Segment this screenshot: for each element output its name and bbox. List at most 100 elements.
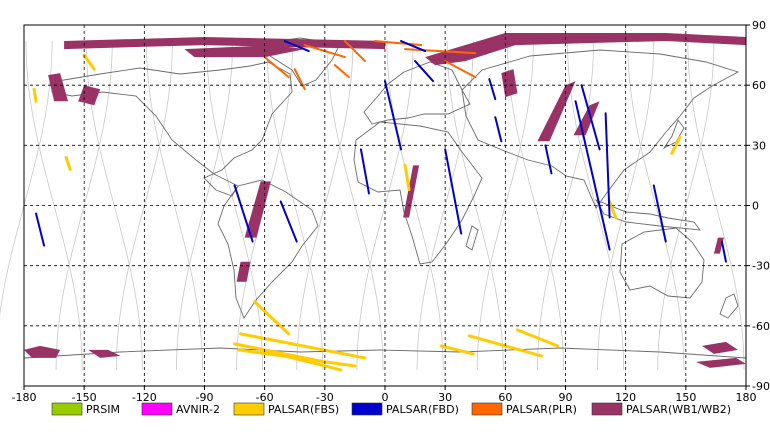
fbs-swath — [515, 328, 559, 348]
x-tick-label: 30 — [438, 391, 452, 404]
legend-label: PALSAR(FBS) — [268, 403, 339, 416]
fbd-swath — [359, 148, 370, 195]
plr-swath — [404, 48, 477, 55]
fbd-swath — [279, 200, 298, 243]
y-tick-label: 90 — [752, 19, 766, 32]
plr-swath — [343, 40, 366, 63]
x-tick-label: -150 — [72, 391, 97, 404]
plr-swath — [293, 68, 306, 91]
x-tick-label: 180 — [736, 391, 757, 404]
x-tick-label: 120 — [615, 391, 636, 404]
coast-south-america — [217, 179, 319, 319]
wb-swath — [236, 261, 251, 282]
y-tick-label: 0 — [752, 200, 759, 213]
legend-label: PALSAR(PLR) — [506, 403, 577, 416]
x-tick-label: -90 — [196, 391, 214, 404]
plr-swath — [333, 64, 350, 79]
fbd-swath — [720, 240, 727, 263]
x-tick-label: -60 — [256, 391, 274, 404]
x-tick-labels: -180 -150 -120 -90 -60 -30 0 30 60 90 120 150 180 — [12, 386, 757, 404]
wb-swath — [244, 181, 271, 238]
coast-antarctica — [23, 347, 747, 359]
fbs-swath — [253, 300, 291, 336]
y-tick-label: 60 — [752, 79, 766, 92]
fbs-swath — [239, 332, 367, 360]
coast-australia — [619, 227, 705, 299]
coast-japan — [662, 119, 685, 150]
plr-swath — [263, 56, 290, 79]
x-tick-label: 150 — [675, 391, 696, 404]
fbs-swath — [670, 135, 682, 155]
fbd-swath — [574, 100, 611, 251]
wb-swath — [695, 357, 746, 368]
y-tick-label: -90 — [752, 380, 770, 393]
fbs-swath — [259, 348, 343, 372]
x-tick-label: -30 — [316, 391, 334, 404]
wb-swath — [403, 165, 420, 218]
fbd-swath — [604, 112, 611, 219]
legend-label: PRSIM — [86, 403, 120, 416]
fbd-swath — [494, 116, 503, 143]
y-tick-label: -60 — [752, 320, 770, 333]
wb-swath — [184, 45, 305, 58]
legend-label: PALSAR(FBD) — [386, 403, 459, 416]
legend-swatch — [591, 402, 623, 416]
x-tick-label: 90 — [559, 391, 573, 404]
legend-swatch — [141, 402, 173, 416]
plr-swath — [373, 40, 423, 47]
coast-north-america — [51, 61, 293, 197]
coast-europe — [363, 61, 471, 125]
fbd-swath — [400, 40, 427, 53]
fbs-swath — [608, 199, 618, 220]
legend-label: PALSAR(WB1/WB2) — [626, 403, 731, 416]
fbd-swath — [233, 184, 254, 243]
fbd-swath — [488, 78, 497, 101]
legend: PRSIM AVNIR-2 PALSAR(FBS) PALSAR(FBD) PALSAR… — [51, 402, 731, 416]
wb-swath — [48, 73, 69, 102]
wb-swath — [537, 81, 576, 142]
fbd-swath — [35, 212, 46, 247]
y-tick-label: -30 — [752, 260, 770, 273]
coast-asia — [461, 49, 740, 209]
fbd-swath — [444, 148, 463, 235]
map-grid — [24, 25, 746, 386]
wb-swath — [24, 345, 61, 358]
coastlines — [23, 37, 747, 359]
x-tick-label: -120 — [132, 391, 157, 404]
y-tick-labels: 90 60 30 0 -30 -60 -90 — [746, 19, 770, 393]
legend-label: AVNIR-2 — [176, 403, 220, 416]
fbd-swath — [384, 80, 403, 151]
x-tick-label: 60 — [498, 391, 512, 404]
wb-swath — [701, 341, 738, 354]
x-tick-label: 0 — [382, 391, 389, 404]
coverage-swaths — [24, 33, 746, 372]
fbd-swath — [580, 84, 601, 151]
fbd-swath — [283, 40, 310, 53]
fbs-swath — [403, 163, 411, 191]
fbd-swath — [414, 60, 435, 83]
plr-swath — [444, 60, 477, 79]
coast-africa — [353, 121, 483, 265]
wb-swath — [573, 101, 600, 136]
legend-swatch — [471, 402, 503, 416]
coast-new-zealand — [719, 293, 739, 319]
wb-swath — [88, 349, 121, 358]
legend-swatch — [233, 402, 265, 416]
fbs-swath — [439, 344, 475, 356]
legend-swatch — [351, 402, 383, 416]
wb-swath — [501, 69, 518, 98]
y-tick-label: 30 — [752, 139, 766, 152]
fbs-swath — [32, 87, 38, 103]
x-tick-label: -180 — [12, 391, 37, 404]
fbs-swath — [64, 155, 72, 171]
fbd-swath — [544, 144, 553, 175]
coast-madagascar — [465, 225, 479, 251]
fbs-swath — [82, 53, 96, 71]
legend-swatch — [51, 402, 83, 416]
wb-swath — [78, 85, 101, 106]
wb-swath — [425, 33, 746, 66]
fbd-swath — [652, 184, 667, 243]
